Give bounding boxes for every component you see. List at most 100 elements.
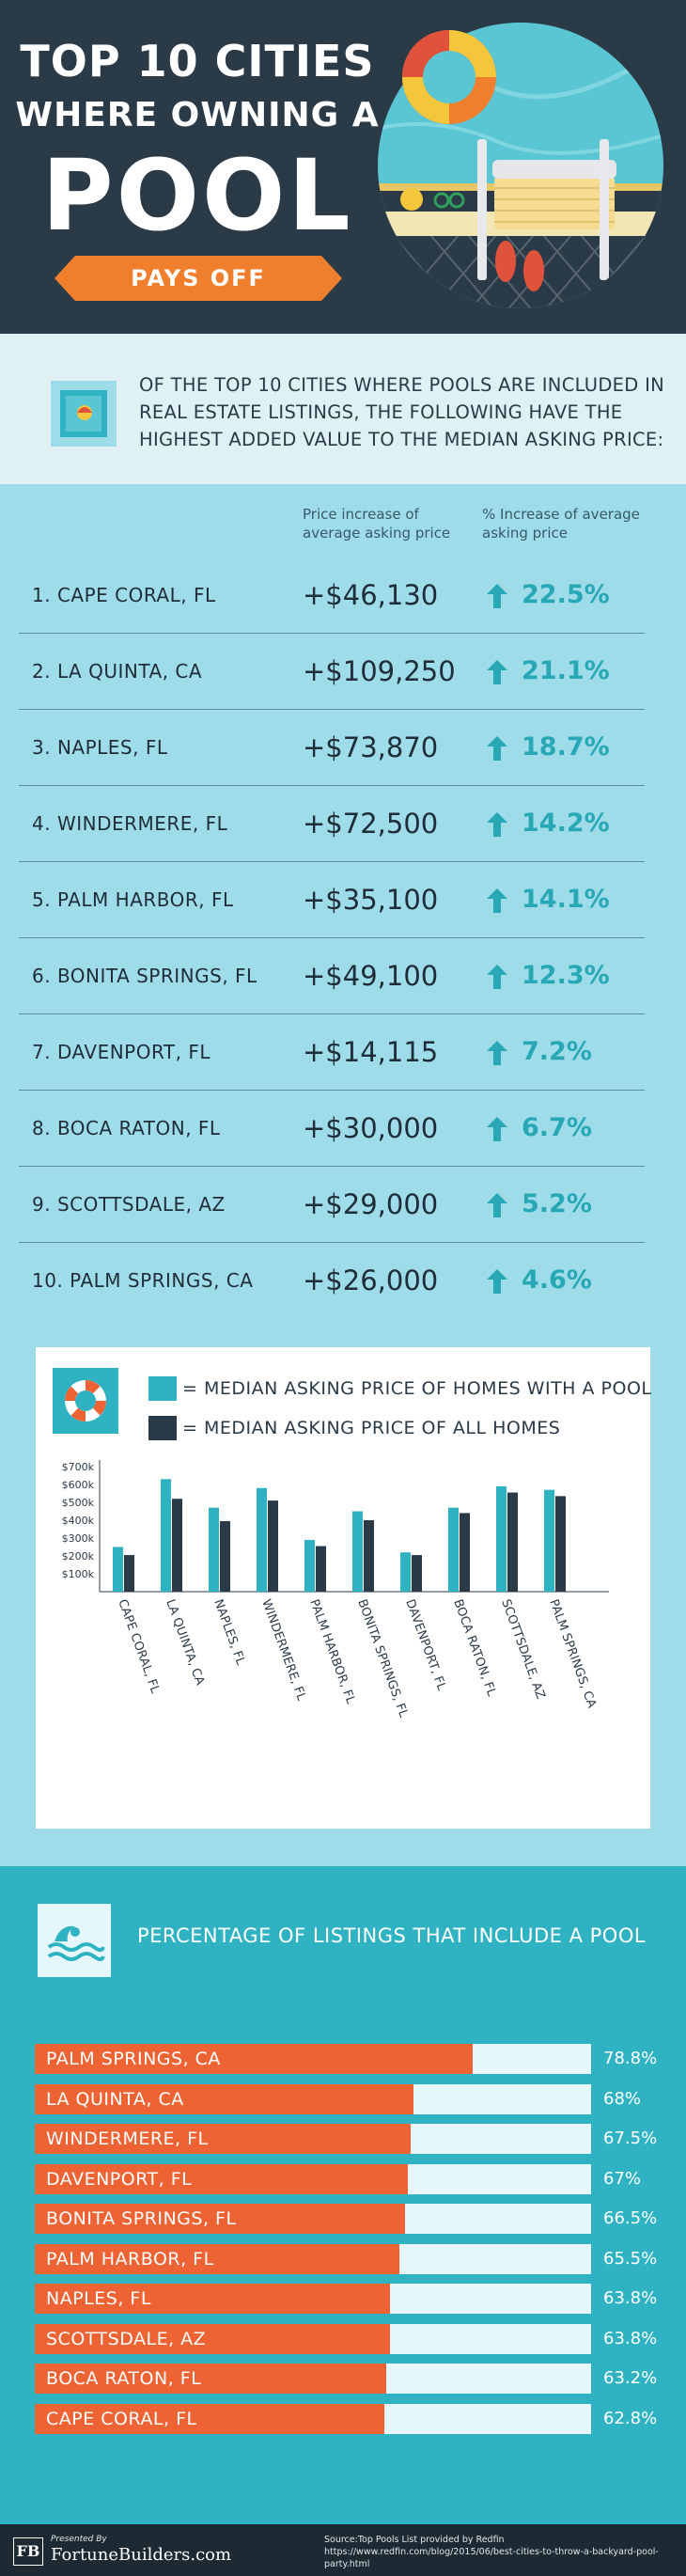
row-city: 5. PALM HARBOR, FL: [32, 888, 234, 911]
bar-with-pool: [400, 1552, 411, 1592]
y-tick-label: $200k: [62, 1550, 95, 1563]
y-tick-label: $100k: [62, 1568, 95, 1580]
table-row: 6. BONITA SPRINGS, FL +$49,100 12.3%: [19, 938, 645, 1014]
bar-track: BOCA RATON, FL: [35, 2364, 591, 2394]
up-arrow-icon: [487, 1269, 507, 1294]
bar-fill: [35, 2284, 390, 2314]
bar-value-label: 66.5%: [603, 2208, 658, 2228]
percentage-bar-row: PALM HARBOR, FL 65.5%: [35, 2238, 683, 2279]
bar-fill: [35, 2243, 399, 2274]
row-price-increase: +$109,250: [303, 655, 456, 687]
title-line-2: WHERE OWNING A: [15, 96, 380, 134]
row-city: 7. DAVENPORT, FL: [32, 1041, 210, 1063]
row-price-increase: +$73,870: [303, 731, 439, 763]
row-percent-increase: 14.1%: [522, 885, 610, 914]
bar-value-label: 62.8%: [603, 2408, 658, 2428]
footer: FB Presented By FortuneBuilders.com Sour…: [0, 2524, 686, 2576]
row-percent-increase: 5.2%: [522, 1189, 592, 1218]
row-city: 1. CAPE CORAL, FL: [32, 584, 216, 606]
bar-all-homes: [268, 1500, 278, 1592]
bar-with-pool: [161, 1479, 171, 1592]
pays-off-ribbon: PAYS OFF: [55, 256, 342, 301]
x-category-label: NAPLES, FL: [210, 1597, 247, 1668]
y-tick-label: $300k: [62, 1532, 95, 1545]
bar-with-pool: [304, 1539, 315, 1592]
bar-track: NAPLES, FL: [35, 2284, 591, 2314]
bar-fill: [35, 2364, 387, 2394]
bar-with-pool: [544, 1489, 554, 1592]
row-percent-increase: 4.6%: [522, 1265, 592, 1295]
bar-city-label: SCOTTSDALE, AZ: [46, 2328, 207, 2349]
bar-fill: [35, 2163, 408, 2194]
bar-all-homes: [412, 1555, 422, 1592]
row-price-increase: +$46,130: [303, 579, 439, 611]
pool-float-icon: [51, 381, 117, 447]
bar-value-label: 63.2%: [603, 2368, 658, 2388]
bar-track: PALM SPRINGS, CA: [35, 2044, 591, 2074]
row-price-increase: +$26,000: [303, 1264, 439, 1296]
legend-label-all: = MEDIAN ASKING PRICE OF ALL HOMES: [182, 1418, 561, 1438]
bar-all-homes: [460, 1513, 470, 1592]
bar-city-label: PALM HARBOR, FL: [46, 2248, 214, 2270]
up-arrow-icon: [487, 584, 507, 608]
row-city: 6. BONITA SPRINGS, FL: [32, 965, 257, 987]
median-price-bar-chart: $700k $600k $500k $400k $300k $200k $100k CAPE …: [62, 1460, 609, 1720]
bar-value-label: 63.8%: [603, 2288, 658, 2308]
pool-scene-illustration: [378, 23, 663, 308]
bar-city-label: LA QUINTA, CA: [46, 2088, 184, 2110]
row-city: 4. WINDERMERE, FL: [32, 812, 228, 835]
pool-listing-percentage-section: PERCENTAGE OF LISTINGS THAT INCLUDE A PO…: [0, 1866, 686, 2524]
x-category-label: BONITA SPRINGS, FL: [354, 1597, 411, 1720]
bar-city-label: WINDERMERE, FL: [46, 2128, 209, 2149]
title-line-1: TOP 10 CITIES: [20, 36, 375, 86]
row-city: 10. PALM SPRINGS, CA: [32, 1269, 254, 1292]
up-arrow-icon: [487, 1193, 507, 1217]
row-city: 2. LA QUINTA, CA: [32, 660, 203, 683]
price-increase-table: Price increase of average asking price %…: [0, 484, 686, 1319]
bar-value-label: 67.5%: [603, 2128, 658, 2148]
y-tick-label: $700k: [62, 1461, 95, 1473]
row-price-increase: +$14,115: [303, 1036, 439, 1068]
x-category-label: PALM HARBOR, FL: [306, 1597, 357, 1706]
row-price-increase: +$35,100: [303, 884, 439, 916]
table-row: 2. LA QUINTA, CA +$109,250 21.1%: [19, 634, 645, 710]
bar-with-pool: [352, 1511, 363, 1592]
table-row: 8. BOCA RATON, FL +$30,000 6.7%: [19, 1091, 645, 1167]
x-category-label: SCOTTSDALE, AZ: [498, 1597, 547, 1701]
row-percent-increase: 21.1%: [522, 656, 610, 685]
x-category-label: WINDERMERE, FL: [258, 1597, 308, 1703]
bar-all-homes: [220, 1520, 230, 1592]
bar-fill: [35, 2044, 474, 2074]
table-row: 3. NAPLES, FL +$73,870 18.7%: [19, 710, 645, 786]
ribbon-label: PAYS OFF: [131, 265, 266, 291]
row-percent-increase: 6.7%: [522, 1113, 592, 1142]
bar-track: PALM HARBOR, FL: [35, 2243, 591, 2274]
up-arrow-icon: [487, 736, 507, 761]
bar-track: WINDERMERE, FL: [35, 2124, 591, 2154]
percentage-bar-row: CAPE CORAL, FL 62.8%: [35, 2398, 683, 2439]
x-category-label: BOCA RATON, FL: [450, 1597, 498, 1699]
percentage-bar-row: WINDERMERE, FL 67.5%: [35, 2118, 683, 2159]
header: TOP 10 CITIES WHERE OWNING A POOL PAYS O…: [0, 0, 686, 334]
up-arrow-icon: [487, 660, 507, 684]
bar-track: SCOTTSDALE, AZ: [35, 2323, 591, 2354]
brand-name: FortuneBuilders.com: [51, 2545, 232, 2565]
up-arrow-icon: [487, 965, 507, 989]
source-note: Source:Top Pools List provided by Redfin…: [324, 2535, 659, 2569]
row-city: 9. SCOTTSDALE, AZ: [32, 1193, 226, 1216]
y-tick-label: $500k: [62, 1497, 95, 1509]
row-percent-increase: 14.2%: [522, 809, 610, 838]
percentage-bar-row: BONITA SPRINGS, FL 66.5%: [35, 2198, 683, 2238]
chart-card: = MEDIAN ASKING PRICE OF HOMES WITH A PO…: [36, 1347, 652, 1829]
x-category-label: LA QUINTA, CA: [163, 1597, 207, 1687]
row-city: 3. NAPLES, FL: [32, 736, 168, 759]
x-category-label: PALM SPRINGS, CA: [546, 1597, 599, 1710]
title-pool: POOL: [41, 138, 353, 253]
bar-track: DAVENPORT, FL: [35, 2163, 591, 2194]
legend-swatch-pool: [148, 1376, 177, 1401]
bar-track: BONITA SPRINGS, FL: [35, 2204, 591, 2234]
bar-value-label: 63.8%: [603, 2328, 658, 2348]
presented-by: Presented By: [51, 2535, 107, 2544]
legend-label-pool: = MEDIAN ASKING PRICE OF HOMES WITH A PO…: [182, 1378, 652, 1399]
column-header-percent: % Increase of average asking price: [482, 506, 640, 542]
